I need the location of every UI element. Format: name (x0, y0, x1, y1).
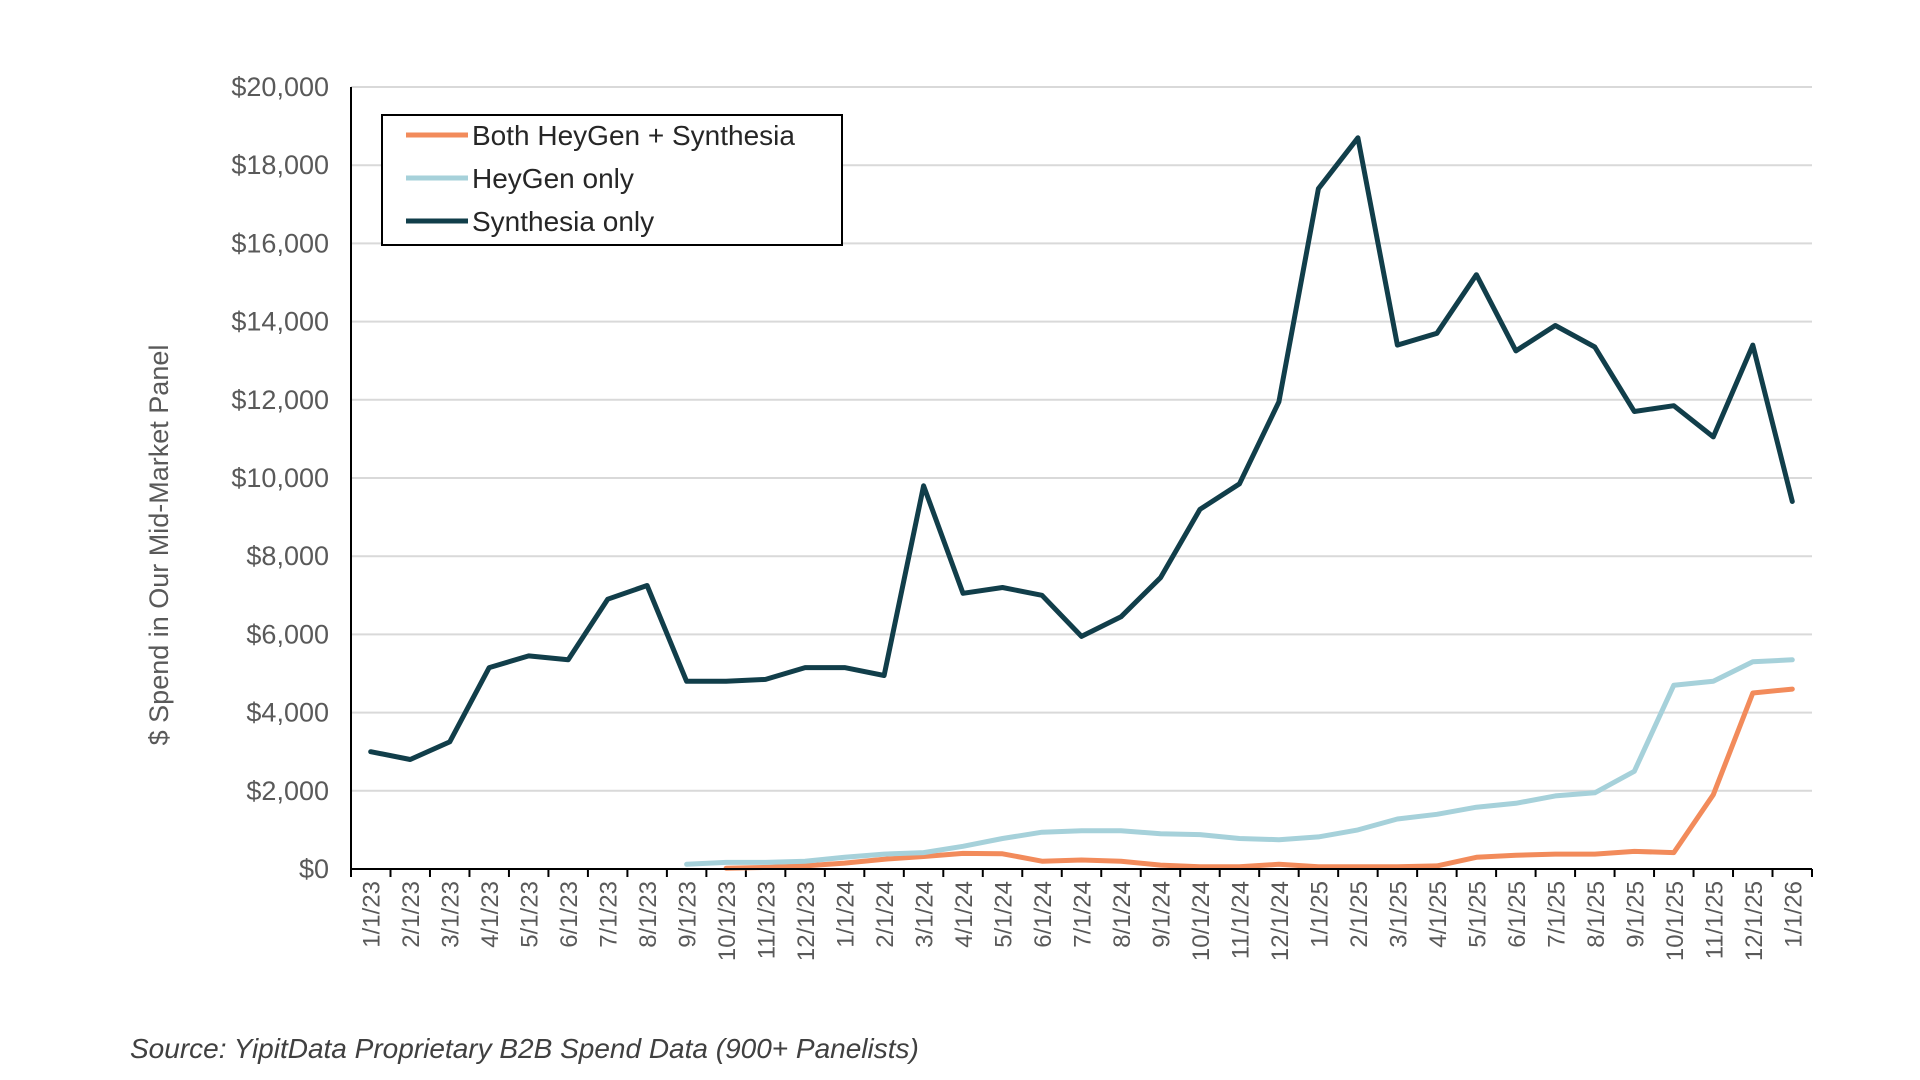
legend: Both HeyGen + Synthesia HeyGen only Synt… (381, 114, 843, 246)
y-tick-label: $4,000 (246, 698, 329, 728)
x-axis-ticks: 1/1/23 2/1/23 3/1/23 4/1/23 5/1/23 6/1/23 7/1/… (350, 869, 1813, 961)
x-tick-label: 7/1/23 (596, 881, 623, 948)
y-axis-label: $ Spend in Our Mid-Market Panel (144, 345, 174, 746)
x-tick-label: 7/1/24 (1070, 881, 1097, 948)
legend-label-both: Both HeyGen + Synthesia (472, 120, 795, 151)
y-tick-label: $12,000 (231, 385, 329, 415)
series-line-1 (684, 657, 1795, 867)
x-tick-label: 11/1/25 (1701, 881, 1728, 959)
y-tick-label: $0 (299, 854, 329, 884)
x-tick-label: 2/1/25 (1346, 881, 1373, 948)
x-tick-label: 8/1/23 (635, 881, 662, 948)
x-tick-label: 6/1/23 (556, 881, 583, 948)
x-tick-label: 1/1/25 (1306, 881, 1333, 948)
x-tick-label: 9/1/23 (675, 881, 702, 948)
x-tick-label: 4/1/23 (477, 881, 504, 948)
x-tick-label: 7/1/25 (1543, 881, 1570, 948)
y-tick-label: $16,000 (231, 228, 329, 258)
x-tick-label: 5/1/24 (991, 881, 1018, 948)
x-tick-label: 3/1/23 (438, 881, 465, 948)
x-tick-label: 12/1/25 (1741, 881, 1768, 961)
y-tick-label: $8,000 (246, 541, 329, 571)
x-tick-label: 11/1/23 (754, 881, 781, 959)
x-tick-label: 1/1/23 (359, 881, 386, 948)
x-tick-label: 6/1/24 (1030, 881, 1057, 948)
source-note: Source: YipitData Proprietary B2B Spend … (130, 1033, 919, 1064)
x-tick-label: 12/1/23 (793, 881, 820, 961)
x-tick-label: 12/1/24 (1267, 881, 1294, 961)
x-tick-label: 10/1/24 (1188, 881, 1215, 961)
y-tick-label: $10,000 (231, 463, 329, 493)
gridlines (351, 86, 1812, 792)
y-tick-label: $2,000 (246, 776, 329, 806)
y-axis-ticks: $0 $2,000 $4,000 $6,000 $8,000 $10,000 $12,000… (231, 72, 329, 884)
y-tick-label: $6,000 (246, 619, 329, 649)
x-tick-label: 4/1/25 (1425, 881, 1452, 948)
y-tick-label: $20,000 (231, 72, 329, 102)
x-tick-label: 10/1/23 (714, 881, 741, 961)
y-tick-label: $14,000 (231, 307, 329, 337)
series-lines (368, 135, 1795, 871)
x-tick-label: 6/1/25 (1504, 881, 1531, 948)
x-tick-label: 5/1/23 (517, 881, 544, 948)
x-tick-label: 1/1/24 (833, 881, 860, 948)
x-tick-label: 4/1/24 (951, 881, 978, 948)
series-line-2 (368, 135, 1795, 762)
x-tick-label: 2/1/24 (872, 881, 899, 948)
x-tick-label: 3/1/25 (1385, 881, 1412, 948)
x-tick-label: 8/1/24 (1109, 881, 1136, 948)
x-tick-label: 1/1/26 (1780, 881, 1807, 948)
x-tick-label: 2/1/23 (398, 881, 425, 948)
y-tick-label: $18,000 (231, 150, 329, 180)
x-tick-label: 9/1/24 (1148, 881, 1175, 948)
x-tick-label: 5/1/25 (1464, 881, 1491, 948)
x-tick-label: 10/1/25 (1662, 881, 1689, 961)
legend-label-synthesia: Synthesia only (472, 206, 654, 237)
x-tick-label: 9/1/25 (1622, 881, 1649, 948)
legend-label-heygen: HeyGen only (472, 163, 634, 194)
series-line-0 (723, 686, 1795, 871)
x-tick-label: 11/1/24 (1227, 881, 1254, 959)
x-tick-label: 3/1/24 (912, 881, 939, 948)
x-tick-label: 8/1/25 (1583, 881, 1610, 948)
